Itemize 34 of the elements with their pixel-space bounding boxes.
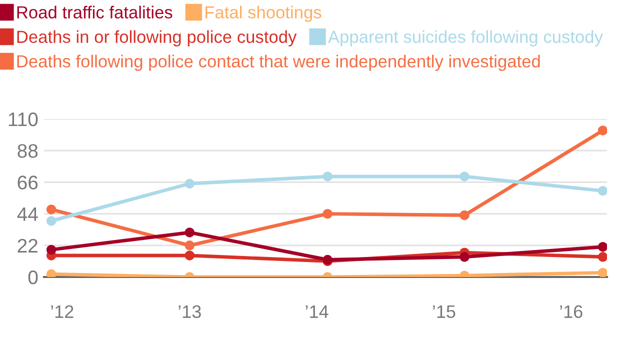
point — [46, 216, 56, 226]
point — [184, 228, 194, 238]
point — [460, 172, 470, 182]
x-tick-label: ’16 — [560, 305, 582, 318]
point — [598, 252, 607, 262]
legend-label: Deaths in or following police custody — [17, 30, 297, 46]
x-tick-label: ’15 — [433, 305, 456, 318]
y-tick-label: 88 — [18, 144, 38, 158]
point — [598, 126, 607, 136]
point — [460, 210, 470, 220]
y-tick-label: 66 — [18, 176, 38, 190]
point — [460, 252, 470, 262]
point — [184, 240, 194, 250]
point — [598, 186, 607, 196]
legend-label: Deaths following police contact that were independently investigated — [17, 54, 540, 71]
point — [46, 244, 56, 255]
point — [598, 268, 607, 277]
point — [322, 208, 332, 219]
y-tick-label: 44 — [17, 207, 38, 221]
y-tick-label: 0 — [28, 270, 38, 284]
y-tick-label: 22 — [18, 238, 38, 252]
y-tick-label: 110 — [8, 112, 38, 126]
point — [598, 242, 607, 252]
legend-label: Apparent suicides following custody — [328, 30, 603, 46]
point — [184, 178, 194, 188]
x-tick-label: ’12 — [51, 305, 74, 318]
point — [46, 269, 56, 277]
point — [46, 204, 56, 214]
x-tick-label: ’13 — [178, 305, 201, 318]
legend-label: Fatal shootings — [206, 6, 322, 22]
point — [322, 172, 332, 182]
legend-label: Road traffic fatalities — [17, 6, 172, 18]
point — [184, 250, 194, 260]
x-tick-label: ’14 — [306, 305, 328, 318]
